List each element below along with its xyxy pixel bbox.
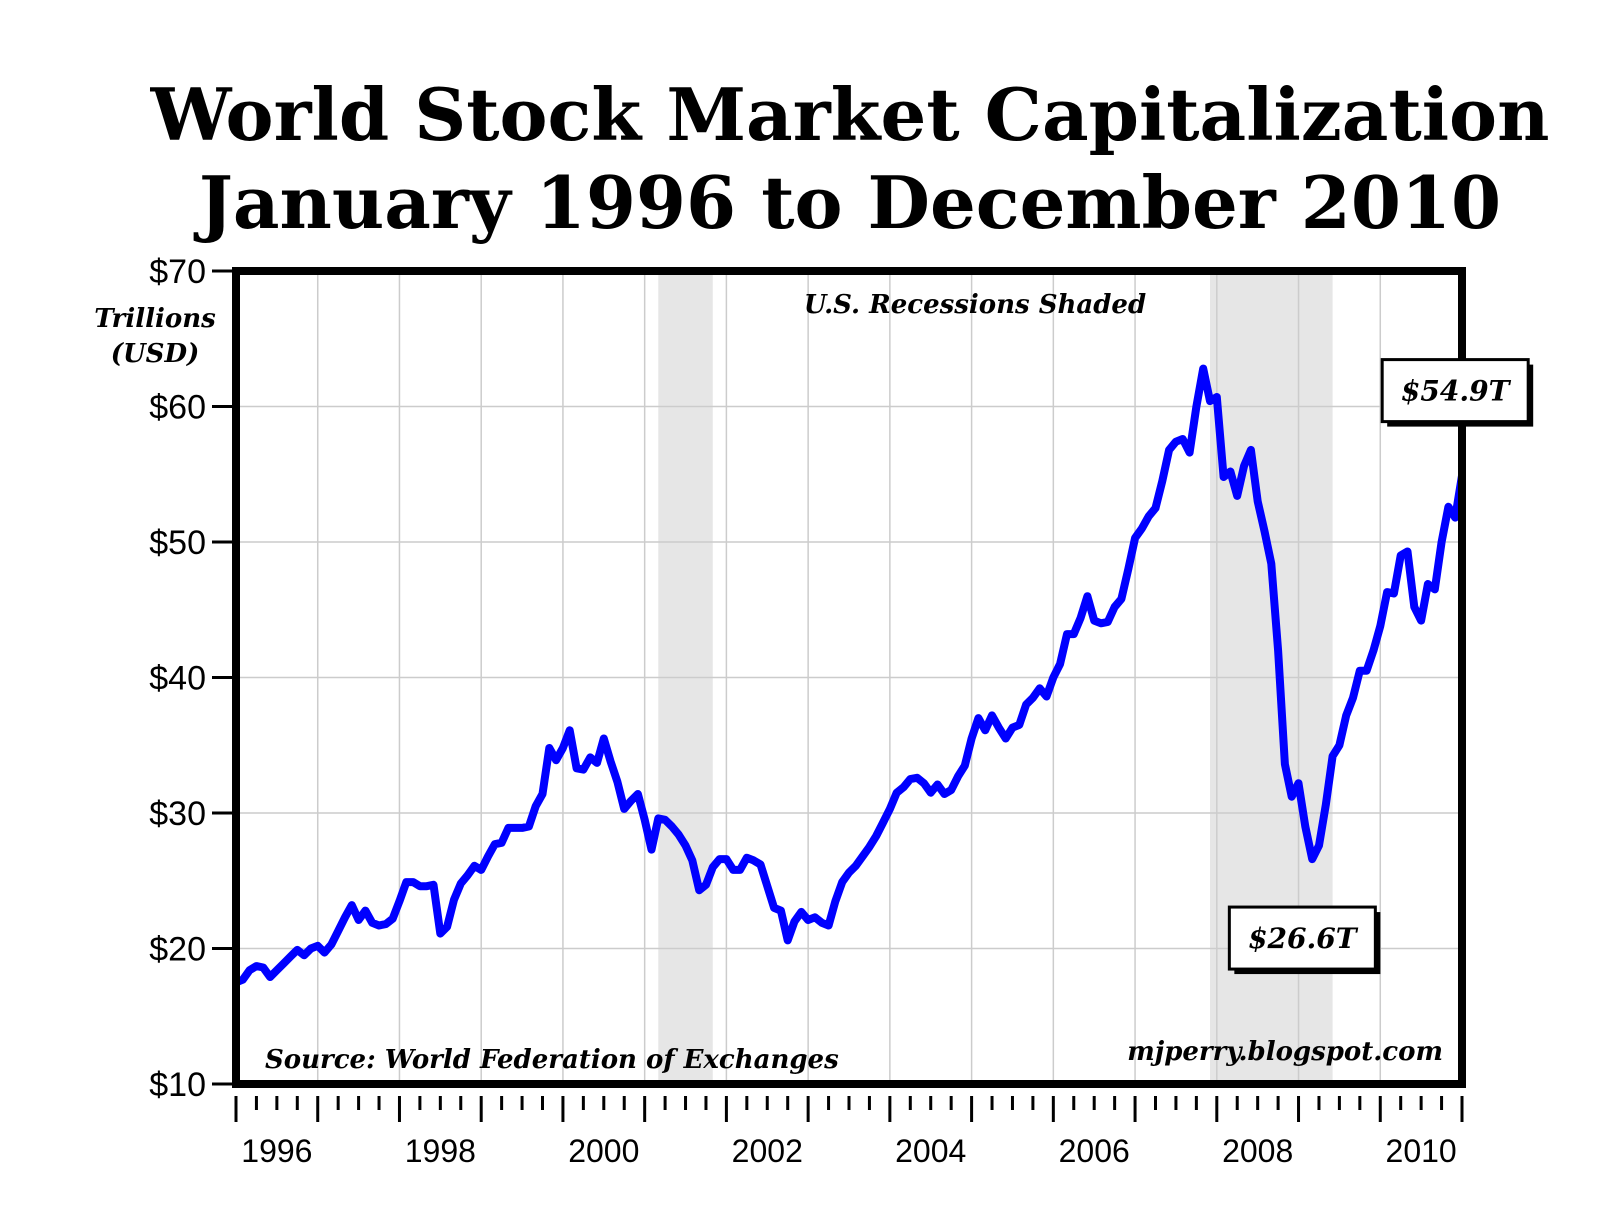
x-tick-label: 2002 — [732, 1133, 803, 1169]
annotations: $54.9T $26.6T — [1227, 358, 1534, 975]
y-tick-label: $20 — [149, 931, 206, 969]
y-tick-label: $30 — [149, 795, 206, 833]
y-tick-label: $60 — [149, 389, 206, 427]
x-tick-label: 2010 — [1386, 1133, 1457, 1169]
y-axis-label-line2: (USD) — [111, 339, 200, 369]
annotation-label: $26.6T — [1248, 922, 1359, 955]
x-tick-label: 2006 — [1059, 1133, 1130, 1169]
x-tick-label: 1996 — [241, 1133, 312, 1169]
series-line-market-cap — [232, 364, 1466, 987]
chart-subtitle: January 1996 to December 2010 — [193, 160, 1501, 245]
annotation-box — [1227, 905, 1377, 971]
y-tick-label: $50 — [149, 524, 206, 562]
plot-frame — [232, 267, 1466, 1088]
annotation-box — [1380, 358, 1530, 424]
y-tick-label: $10 — [149, 1066, 206, 1104]
credit-note: mjperry.blogspot.com — [1127, 1037, 1443, 1067]
x-tick-label: 2008 — [1222, 1133, 1293, 1169]
y-axis: $70 $60 $50 $40 $30 $20 $10 — [149, 253, 232, 1104]
x-tick-label: 1998 — [405, 1133, 476, 1169]
y-tick-label: $70 — [149, 253, 206, 291]
chart-title: World Stock Market Capitalization — [150, 72, 1550, 157]
source-note: Source: World Federation of Exchanges — [265, 1045, 839, 1075]
x-tick-label: 2000 — [568, 1133, 639, 1169]
x-axis: 1996 1998 2000 2002 2004 2006 2008 2010 — [234, 1096, 1464, 1169]
y-axis-label-line1: Trillions — [94, 304, 216, 334]
annotation-label: $54.9T — [1401, 375, 1512, 408]
gridlines — [236, 271, 1462, 1084]
y-tick-label: $40 — [149, 660, 206, 698]
recession-note: U.S. Recessions Shaded — [804, 290, 1146, 320]
x-tick-label: 2004 — [895, 1133, 966, 1169]
